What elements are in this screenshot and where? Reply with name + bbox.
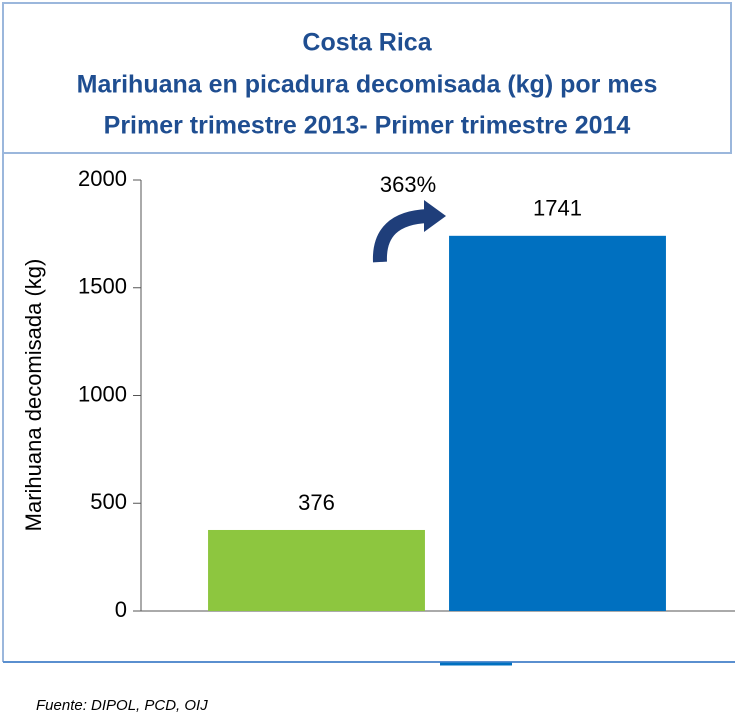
bar bbox=[208, 529, 425, 611]
y-axis-label: Marihuana decomisada (kg) bbox=[21, 259, 46, 532]
y-tick-label: 500 bbox=[90, 489, 127, 514]
data-label: 1741 bbox=[533, 196, 582, 221]
y-tick-label: 0 bbox=[115, 597, 127, 622]
y-tick-label: 1500 bbox=[78, 274, 127, 299]
title-box bbox=[2, 2, 732, 154]
arrow-head bbox=[424, 200, 446, 232]
data-label: 376 bbox=[298, 490, 335, 515]
chart-title: Primer trimestre 2013- Primer trimestre … bbox=[104, 112, 631, 140]
source: Fuente: DIPOL, PCD, OIJ bbox=[36, 697, 208, 714]
chart-title: Costa Rica bbox=[302, 29, 432, 57]
chart-title: Marihuana en picadura decomisada (kg) po… bbox=[77, 71, 658, 99]
bar bbox=[449, 235, 666, 611]
y-tick-label: 1000 bbox=[78, 381, 127, 406]
annotation: 363% bbox=[380, 172, 436, 197]
arrow bbox=[372, 209, 429, 263]
y-tick-label: 2000 bbox=[78, 166, 127, 191]
